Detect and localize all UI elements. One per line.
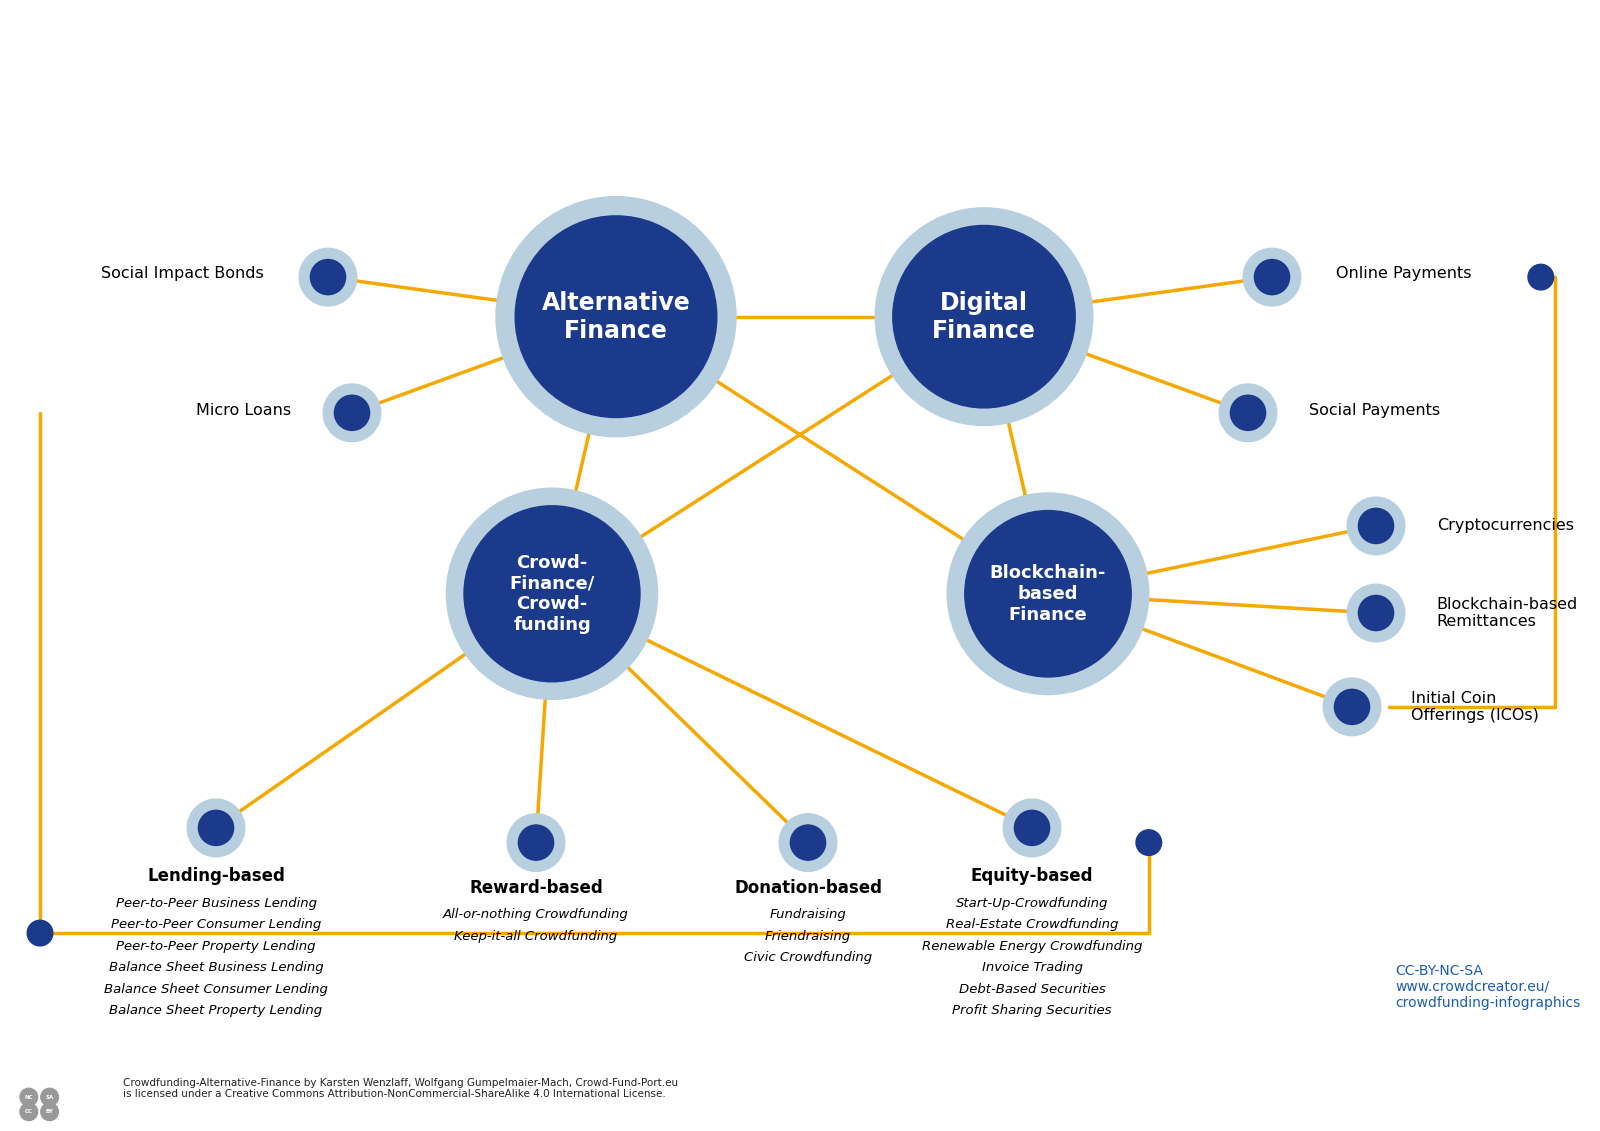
Text: Donation-based: Donation-based [734, 879, 882, 897]
Text: NC: NC [24, 1095, 34, 1099]
Text: Social Impact Bonds: Social Impact Bonds [101, 266, 264, 282]
Text: Civic Crowdfunding: Civic Crowdfunding [744, 951, 872, 964]
Text: All-or-nothing Crowdfunding: All-or-nothing Crowdfunding [443, 908, 629, 921]
Text: Balance Sheet Business Lending: Balance Sheet Business Lending [109, 961, 323, 974]
Ellipse shape [1347, 498, 1405, 554]
Ellipse shape [464, 506, 640, 682]
Ellipse shape [1243, 249, 1301, 305]
Text: Balance Sheet Consumer Lending: Balance Sheet Consumer Lending [104, 983, 328, 995]
Ellipse shape [1254, 259, 1290, 295]
Text: Online Payments: Online Payments [1336, 266, 1472, 282]
Text: SA: SA [45, 1095, 54, 1099]
Text: Alternative
Finance: Alternative Finance [542, 291, 690, 343]
Text: Real-Estate Crowdfunding: Real-Estate Crowdfunding [946, 918, 1118, 931]
Ellipse shape [1358, 595, 1394, 631]
Ellipse shape [518, 824, 554, 861]
Ellipse shape [310, 259, 346, 295]
Text: Profit Sharing Securities: Profit Sharing Securities [952, 1004, 1112, 1017]
Text: Social Payments: Social Payments [1309, 403, 1440, 418]
Text: Debt-Based Securities: Debt-Based Securities [958, 983, 1106, 995]
Ellipse shape [334, 395, 370, 431]
Ellipse shape [198, 810, 234, 846]
Ellipse shape [1014, 810, 1050, 846]
Ellipse shape [1347, 585, 1405, 641]
Ellipse shape [1323, 679, 1381, 735]
Ellipse shape [42, 1088, 58, 1106]
Text: Digital
Finance: Digital Finance [933, 291, 1035, 343]
Text: Friendraising: Friendraising [765, 930, 851, 942]
Ellipse shape [1136, 830, 1162, 855]
Ellipse shape [19, 1088, 37, 1106]
Ellipse shape [779, 814, 837, 871]
Text: BY: BY [45, 1110, 54, 1114]
Ellipse shape [965, 510, 1131, 677]
Ellipse shape [515, 216, 717, 417]
Text: Micro Loans: Micro Loans [197, 403, 291, 418]
Ellipse shape [1334, 689, 1370, 725]
Text: Keep-it-all Crowdfunding: Keep-it-all Crowdfunding [454, 930, 618, 942]
Ellipse shape [19, 1103, 37, 1121]
Ellipse shape [1219, 385, 1277, 441]
Text: Crowd-
Finance/
Crowd-
funding: Crowd- Finance/ Crowd- funding [509, 553, 595, 634]
Ellipse shape [496, 197, 736, 437]
Ellipse shape [323, 385, 381, 441]
Text: Peer-to-Peer Business Lending: Peer-to-Peer Business Lending [115, 897, 317, 909]
Ellipse shape [446, 489, 658, 699]
Ellipse shape [790, 824, 826, 861]
Text: Cryptocurrencies: Cryptocurrencies [1437, 518, 1574, 534]
Text: Reward-based: Reward-based [469, 879, 603, 897]
Ellipse shape [1358, 508, 1394, 544]
Ellipse shape [893, 225, 1075, 408]
Ellipse shape [1230, 395, 1266, 431]
Text: Initial Coin
Offerings (ICOs): Initial Coin Offerings (ICOs) [1411, 691, 1539, 723]
Text: Balance Sheet Property Lending: Balance Sheet Property Lending [109, 1004, 323, 1017]
Text: Peer-to-Peer Property Lending: Peer-to-Peer Property Lending [117, 940, 315, 952]
Text: Invoice Trading: Invoice Trading [981, 961, 1083, 974]
Ellipse shape [187, 800, 245, 856]
Ellipse shape [875, 208, 1093, 425]
Ellipse shape [299, 249, 357, 305]
Text: Equity-based: Equity-based [971, 867, 1093, 886]
Ellipse shape [1528, 265, 1554, 290]
Text: Blockchain-based
Remittances: Blockchain-based Remittances [1437, 597, 1578, 629]
Text: Blockchain-
based
Finance: Blockchain- based Finance [990, 564, 1106, 623]
Text: CC: CC [24, 1110, 32, 1114]
Text: Peer-to-Peer Consumer Lending: Peer-to-Peer Consumer Lending [110, 918, 322, 931]
Text: Lending-based: Lending-based [147, 867, 285, 886]
Text: Crowdfunding-Alternative-Finance by Karsten Wenzlaff, Wolfgang Gumpelmaier-Mach,: Crowdfunding-Alternative-Finance by Kars… [123, 1078, 678, 1099]
Ellipse shape [507, 814, 565, 871]
Text: CC-BY-NC-SA
www.crowdcreator.eu/
crowdfunding-infographics: CC-BY-NC-SA www.crowdcreator.eu/ crowdfu… [1395, 964, 1581, 1010]
Ellipse shape [947, 493, 1149, 694]
Text: Renewable Energy Crowdfunding: Renewable Energy Crowdfunding [922, 940, 1142, 952]
Ellipse shape [27, 921, 53, 946]
Ellipse shape [42, 1103, 58, 1121]
Ellipse shape [1003, 800, 1061, 856]
Text: Start-Up-Crowdfunding: Start-Up-Crowdfunding [955, 897, 1109, 909]
Text: Fundraising: Fundraising [770, 908, 846, 921]
